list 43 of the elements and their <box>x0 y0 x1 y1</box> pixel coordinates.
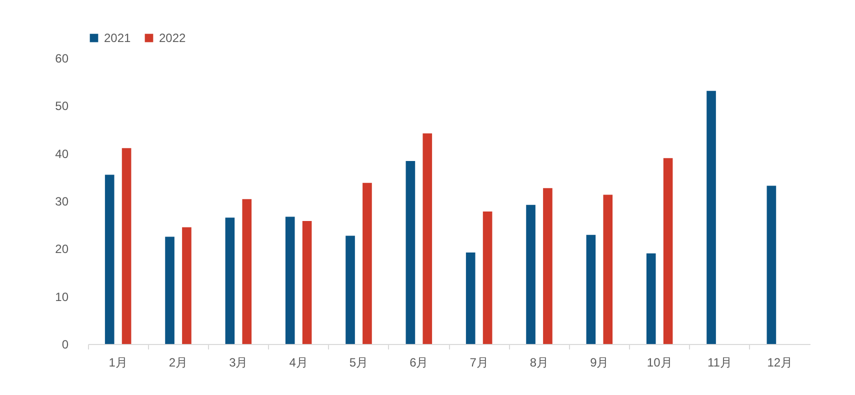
bar <box>663 158 673 344</box>
bar <box>165 236 174 344</box>
bar <box>706 90 716 344</box>
y-tick-label: 40 <box>55 146 69 161</box>
bar <box>406 160 416 344</box>
bar <box>422 133 432 344</box>
bar <box>104 174 114 344</box>
x-tick-label: 11月 <box>708 356 732 370</box>
y-tick-label: 30 <box>55 194 69 208</box>
bar <box>586 234 596 344</box>
x-tick-label: 1月 <box>108 356 128 370</box>
x-tick-label: 7月 <box>470 356 488 370</box>
bar <box>526 204 536 344</box>
y-tick-label: 20 <box>55 242 69 256</box>
legend-label: 2022 <box>159 31 186 45</box>
x-tick-label: 8月 <box>530 356 549 370</box>
bar <box>766 186 776 344</box>
bar <box>603 194 613 344</box>
legend-label: 2021 <box>104 31 132 45</box>
y-tick-label: 50 <box>55 99 69 114</box>
bar <box>302 221 312 344</box>
bar <box>346 236 355 344</box>
bar <box>466 252 476 344</box>
y-tick-label: 0 <box>62 338 69 352</box>
bar <box>182 227 192 344</box>
bar <box>646 253 656 344</box>
x-tick-label: 2月 <box>168 356 188 370</box>
bar <box>242 199 252 344</box>
x-tick-label: 4月 <box>289 356 308 370</box>
bar <box>285 216 295 344</box>
x-tick-label: 10月 <box>646 356 672 370</box>
y-tick-label: 60 <box>55 52 69 66</box>
y-tick-label: 10 <box>55 290 69 304</box>
x-tick-label: 5月 <box>349 356 368 370</box>
bar <box>362 182 372 344</box>
x-tick-label: 9月 <box>590 356 609 370</box>
bar <box>482 211 492 344</box>
x-tick-label: 12月 <box>767 356 793 370</box>
x-tick-label: 6月 <box>410 356 428 370</box>
x-tick-label: 3月 <box>229 356 248 370</box>
bar <box>225 218 235 344</box>
bar <box>122 148 132 344</box>
bar <box>543 188 552 344</box>
